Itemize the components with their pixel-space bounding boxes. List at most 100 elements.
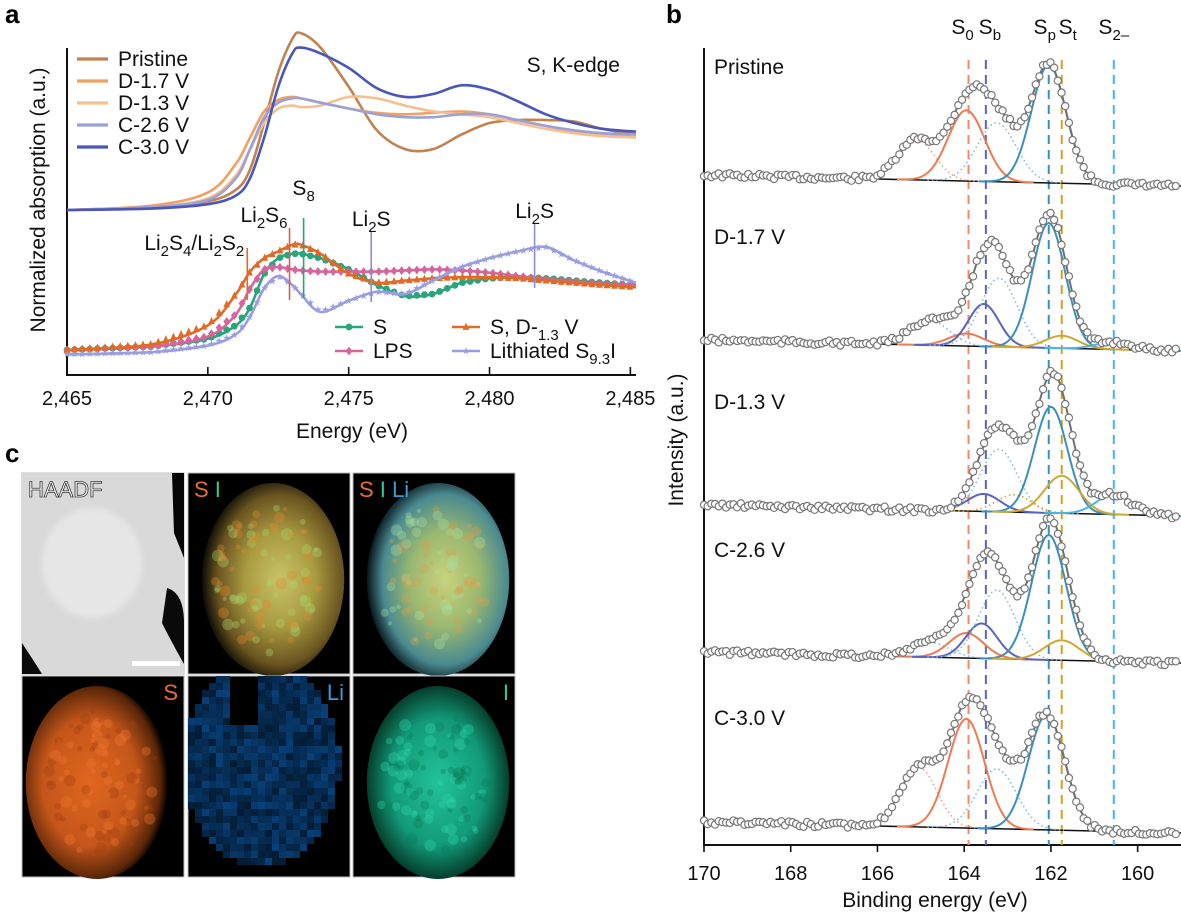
eds-tile-li-map: Li <box>187 675 351 878</box>
marker-s-d-1-3-v <box>390 277 398 285</box>
marker-s-d-1-3-v <box>527 274 535 283</box>
data-point <box>965 579 974 589</box>
data-point <box>1016 755 1026 764</box>
component-st <box>992 474 1129 516</box>
marker-s-d-1-3-v <box>360 274 368 282</box>
tile-label: I <box>503 680 509 705</box>
marker-lps <box>238 298 246 308</box>
marker-lithiated-s9-3i <box>162 346 170 354</box>
data-point <box>1083 328 1092 337</box>
legend-label: S, D-1.3 V <box>490 316 579 344</box>
marker-lithiated-s9-3i <box>572 257 581 265</box>
marker-lithiated-s9-3i <box>253 298 261 306</box>
data-point <box>1053 372 1063 381</box>
marker-lithiated-s9-3i <box>314 305 322 313</box>
data-points <box>699 366 1180 523</box>
marker-lithiated-s9-3i <box>344 296 353 305</box>
data-point <box>1049 719 1059 729</box>
x-tick-label: 168 <box>774 863 807 885</box>
data-point <box>1057 383 1066 393</box>
data-point <box>895 788 904 797</box>
data-point <box>880 814 889 823</box>
legend-item: D-1.3 V <box>77 92 189 115</box>
tile-label: S I <box>194 477 221 502</box>
data-point <box>1079 471 1088 480</box>
marker-s-d-1-3-v <box>557 277 565 285</box>
marker-lithiated-s9-3i <box>565 253 573 262</box>
legend-label: D-1.7 V <box>118 70 189 93</box>
component-st <box>992 334 1129 351</box>
marker-lps <box>314 267 322 276</box>
data-point <box>998 251 1007 261</box>
legend-item: S, D-1.3 V <box>452 316 579 344</box>
marker-lithiated-s9-3i <box>625 276 634 284</box>
marker-s-d-1-3-v <box>519 274 527 282</box>
marker-s <box>413 291 421 299</box>
data-point <box>957 600 967 610</box>
marker-s-d-1-3-v <box>611 281 618 289</box>
marker-s-d-1-3-v <box>550 276 558 285</box>
data-points <box>699 692 1180 839</box>
data-point <box>1024 431 1033 440</box>
data-point <box>1031 238 1040 247</box>
marker-s-d-1-3-v <box>306 244 314 252</box>
data-point <box>954 712 963 721</box>
legend-label: Lithiated S9.3I <box>490 340 616 368</box>
data-point <box>1046 208 1055 218</box>
data-point <box>1024 104 1033 114</box>
annotation-label-s8: S8 <box>292 177 314 205</box>
spectrum-d-1-7-v: D-1.7 V <box>699 208 1181 357</box>
data-point <box>1005 265 1015 275</box>
marker-lps <box>405 265 413 275</box>
marker-lps <box>208 329 215 339</box>
data-point <box>1068 290 1077 299</box>
marker-lithiated-s9-3i <box>618 274 627 282</box>
marker-lithiated-s9-3i <box>116 349 125 357</box>
marker-s-d-1-3-v <box>147 340 155 348</box>
panel-label-b: b <box>666 0 682 29</box>
panel-a-xanes-chart: Normalized absorption (a.u.) Energy (eV)… <box>27 31 655 443</box>
marker-s <box>223 326 231 334</box>
data-point <box>1031 409 1040 418</box>
annotation-label-li2s: Li2S <box>515 200 554 228</box>
marker-lps <box>481 267 489 277</box>
marker-s <box>306 252 314 260</box>
data-point <box>998 106 1007 115</box>
marker-s-d-1-3-v <box>299 241 307 249</box>
data-point <box>1042 707 1051 716</box>
marker-lithiated-s9-3i <box>298 291 307 300</box>
panel-c-eds-maps: HAADF S I S I Li S Li I <box>21 472 516 879</box>
marker-lithiated-s9-3i <box>131 348 140 356</box>
x-ticks: 2,465 2,470 2,475 2,480 2,485 <box>42 367 655 410</box>
marker-lps <box>284 264 291 273</box>
legend-label: C-3.0 V <box>118 136 189 159</box>
marker-s-d-1-3-v <box>459 272 466 281</box>
data-point <box>895 334 904 343</box>
component-sb-dotted <box>929 277 1067 350</box>
marker-lithiated-s9-3i <box>352 294 360 302</box>
spectrum-label: C-3.0 V <box>714 707 785 730</box>
data-point <box>968 272 978 281</box>
data-point <box>1083 816 1092 825</box>
panel-label-c: c <box>5 438 19 468</box>
data-point <box>1079 162 1088 172</box>
component-sp <box>979 221 1116 351</box>
marker-lps <box>215 323 223 332</box>
marker-s-d-1-3-v <box>421 274 428 282</box>
data-point <box>1064 272 1074 281</box>
marker-s-d-1-3-v <box>291 240 299 248</box>
legend-label: S <box>373 316 387 339</box>
data-point <box>1057 542 1066 551</box>
data-point <box>898 782 908 791</box>
fit-envelope <box>812 211 1181 352</box>
marker-lithiated-s9-3i <box>435 273 444 281</box>
data-point <box>1049 63 1059 72</box>
marker-s-d-1-3-v <box>314 248 322 256</box>
marker-s-d-1-3-v <box>352 271 360 280</box>
marker-lithiated-s9-3i <box>382 288 391 296</box>
marker-lithiated-s9-3i <box>390 289 398 297</box>
marker-lithiated-s9-3i <box>101 349 109 357</box>
marker-s-d-1-3-v <box>405 275 413 284</box>
data-point <box>983 714 993 723</box>
